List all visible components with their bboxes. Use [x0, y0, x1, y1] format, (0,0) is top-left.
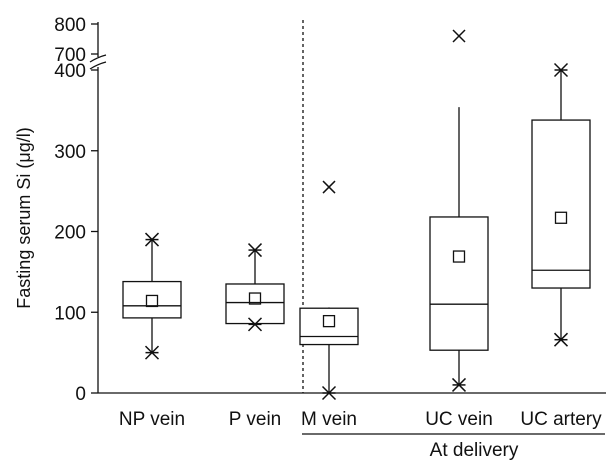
y-tick-label-100: 100 [54, 303, 86, 324]
y-tick-label-400: 400 [54, 61, 86, 82]
mean-marker [322, 314, 336, 328]
mean-marker [145, 294, 159, 308]
category-label-np-vein: NP vein [119, 409, 185, 430]
axis-break-mark-lower [89, 61, 107, 70]
category-labels: NP vein P vein M vein UC vein UC artery [119, 409, 602, 430]
category-label-uc-vein: UC vein [425, 409, 493, 430]
boxes [122, 29, 591, 401]
mean-marker [452, 250, 466, 263]
box-uc-vein [429, 29, 489, 392]
y-tick-label-700: 700 [54, 45, 86, 66]
box-p-vein [225, 243, 285, 332]
axis-break-mark-upper [89, 54, 107, 63]
max-marker [144, 232, 160, 247]
min-marker [247, 317, 263, 332]
mean-marker [248, 292, 262, 305]
y-tick-label-300: 300 [54, 142, 86, 163]
max-marker [247, 243, 263, 258]
y-tick-label-800: 800 [54, 15, 86, 36]
y-axis-label: Fasting serum Si (μg/l) [14, 127, 34, 308]
mean-marker [554, 211, 568, 224]
category-label-m-vein: M vein [301, 409, 357, 430]
outlier-marker-0 [322, 180, 336, 194]
box-np-vein [122, 232, 182, 360]
category-label-p-vein: P vein [229, 409, 281, 430]
iqr-box [531, 119, 591, 289]
box-m-vein [299, 180, 359, 401]
min-marker [144, 345, 160, 360]
y-tick-label-200: 200 [54, 223, 86, 244]
min-marker [321, 385, 337, 401]
box-uc-artery [531, 62, 591, 347]
group-label-at-delivery: At delivery [430, 440, 519, 461]
y-tick-label-0: 0 [75, 384, 86, 405]
max-marker [452, 29, 466, 43]
category-label-uc-artery: UC artery [520, 409, 602, 430]
iqr-box [122, 280, 182, 319]
iqr-box [429, 216, 489, 351]
min-marker [553, 332, 569, 347]
max-marker [553, 62, 569, 78]
min-marker [451, 377, 467, 392]
